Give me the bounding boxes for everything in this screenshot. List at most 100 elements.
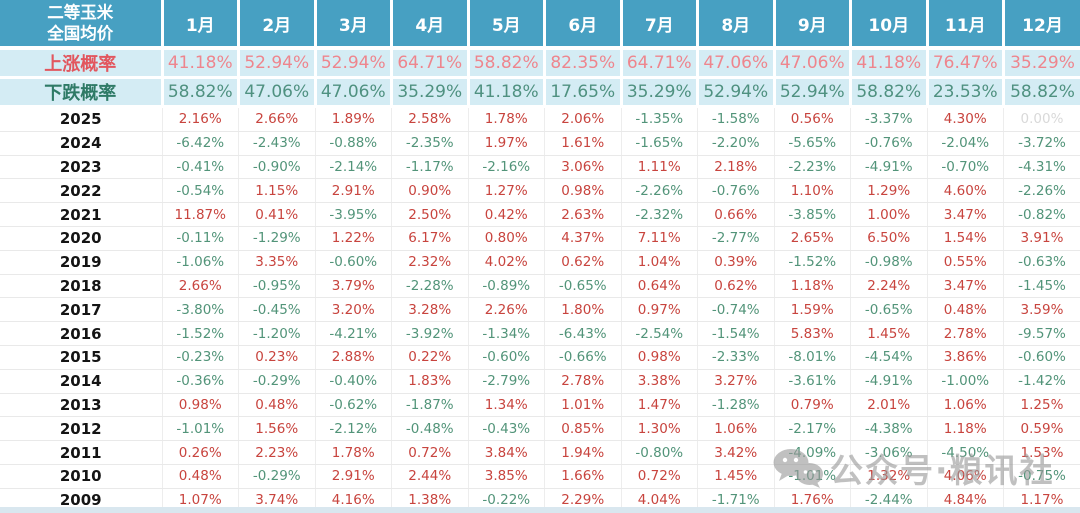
cell-value: -1.29%: [238, 226, 316, 251]
cell-value: -1.42%: [1003, 369, 1080, 394]
cell-value: 1.00%: [850, 202, 928, 227]
cell-value: 6.50%: [850, 226, 928, 251]
fall-probability-row-label: 下跌概率: [0, 77, 164, 108]
cell-value: 2.26%: [468, 297, 545, 323]
cell-value: -0.60%: [315, 250, 392, 275]
cell-value: 1.34%: [468, 393, 545, 418]
cell-value: 4.37%: [544, 226, 622, 251]
cell-value: 1.45%: [850, 321, 928, 346]
rise-probability-row-value: 58.82%: [468, 48, 546, 79]
cell-value: 2.50%: [391, 202, 469, 227]
cell-value: -2.26%: [1003, 178, 1080, 204]
year-label: 2012: [0, 416, 163, 442]
cell-value: -9.57%: [1003, 321, 1080, 346]
month-header: 6月: [544, 0, 623, 50]
year-label: 2011: [0, 440, 163, 465]
cell-value: -4.91%: [850, 369, 928, 394]
cell-value: -3.72%: [1003, 131, 1080, 156]
cell-value: -0.82%: [1003, 202, 1080, 227]
cell-value: -2.35%: [391, 131, 469, 156]
cell-value: 0.42%: [468, 202, 545, 227]
cell-value: -4.38%: [850, 416, 928, 442]
cell-value: 0.90%: [391, 178, 469, 204]
cell-value: 3.27%: [697, 369, 775, 394]
cell-value: 0.22%: [391, 345, 469, 370]
rise-probability-row-value: 47.06%: [697, 48, 776, 79]
year-label: 2021: [0, 202, 163, 227]
fall-probability-row: 下跌概率 58.82% 47.06% 47.06% 35.29% 41.18% 17.65%…: [0, 77, 1080, 108]
cell-value: -0.88%: [315, 131, 392, 156]
cell-value: -2.32%: [621, 202, 698, 227]
cell-value: 7.11%: [621, 226, 698, 251]
cell-value: 0.55%: [927, 250, 1004, 275]
fall-probability-row-value: 47.06%: [238, 77, 317, 108]
cell-value: -0.76%: [850, 131, 928, 156]
cell-value: 0.41%: [238, 202, 316, 227]
cell-value: 2.24%: [850, 274, 928, 299]
cell-value: -0.80%: [621, 440, 698, 465]
cell-value: 2.18%: [697, 155, 775, 180]
cell-value: -2.77%: [697, 226, 775, 251]
cell-value: -0.62%: [315, 393, 392, 418]
cell-value: 2.01%: [850, 393, 928, 418]
cell-value: 1.06%: [697, 416, 775, 442]
cell-value: 1.89%: [315, 106, 392, 132]
year-row: 2013 0.98% 0.48% -0.62% -1.87% 1.34% 1.01% 1.47…: [0, 393, 1080, 418]
cell-value: 1.06%: [927, 393, 1004, 418]
cell-value: 0.66%: [697, 202, 775, 227]
cell-value: -2.23%: [774, 155, 851, 180]
cell-value: -4.91%: [850, 155, 928, 180]
cell-value: 2.91%: [315, 178, 392, 204]
cell-value: -0.89%: [468, 274, 545, 299]
cell-value: -0.63%: [1003, 250, 1080, 275]
cell-value: 1.25%: [1003, 393, 1080, 418]
cell-value: 1.22%: [315, 226, 392, 251]
cell-value: -2.16%: [468, 155, 545, 180]
cell-value: -0.95%: [238, 274, 316, 299]
cell-value: -2.54%: [621, 321, 698, 346]
cell-value: 0.72%: [621, 464, 698, 489]
cell-value: 1.32%: [850, 464, 928, 489]
cell-value: 0.98%: [162, 393, 239, 418]
cell-value: -0.90%: [238, 155, 316, 180]
cell-value: 2.66%: [162, 274, 239, 299]
cell-value: 2.91%: [315, 464, 392, 489]
year-label: 2025: [0, 106, 163, 132]
fall-probability-row-value: 41.18%: [468, 77, 546, 108]
cell-value: 1.47%: [621, 393, 698, 418]
cell-value: 0.62%: [697, 274, 775, 299]
cell-value: 1.78%: [468, 106, 545, 132]
cell-value: 4.60%: [927, 178, 1004, 204]
year-row: 2020 -0.11% -1.29% 1.22% 6.17% 0.80% 4.37% 7.11…: [0, 226, 1080, 251]
cell-value: 3.42%: [697, 440, 775, 465]
cell-value: 0.00%: [1003, 106, 1080, 132]
header-row: 二等玉米 全国均价 1月 2月 3月 4月 5月 6月 7月 8月 9月 10月 11月 12月: [0, 0, 1080, 50]
cell-value: 0.80%: [468, 226, 545, 251]
year-row: 2017 -3.80% -0.45% 3.20% 3.28% 2.26% 1.80% 0.97…: [0, 297, 1080, 323]
cell-value: 4.84%: [927, 488, 1004, 513]
cell-value: -0.98%: [850, 250, 928, 275]
cell-value: 1.78%: [315, 440, 392, 465]
cell-value: 1.56%: [238, 416, 316, 442]
cell-value: 0.64%: [621, 274, 698, 299]
rise-probability-row-value: 52.94%: [238, 48, 317, 79]
year-label: 2017: [0, 297, 163, 323]
cell-value: -0.65%: [850, 297, 928, 323]
cell-value: 3.06%: [544, 155, 622, 180]
cell-value: -0.43%: [468, 416, 545, 442]
cell-value: 1.45%: [697, 464, 775, 489]
cell-value: -0.23%: [162, 345, 239, 370]
cell-value: -1.58%: [697, 106, 775, 132]
cell-value: -1.54%: [697, 321, 775, 346]
year-label: 2022: [0, 178, 163, 204]
cell-value: 1.94%: [544, 440, 622, 465]
rise-probability-row-value: 52.94%: [315, 48, 393, 79]
month-header: 1月: [162, 0, 240, 50]
year-label: 2020: [0, 226, 163, 251]
rise-probability-row-value: 41.18%: [850, 48, 929, 79]
table-title: 二等玉米 全国均价: [0, 0, 164, 50]
rise-probability-row-label: 上涨概率: [0, 48, 164, 79]
cell-value: -1.87%: [391, 393, 469, 418]
year-label: 2016: [0, 321, 163, 346]
month-header: 4月: [391, 0, 470, 50]
